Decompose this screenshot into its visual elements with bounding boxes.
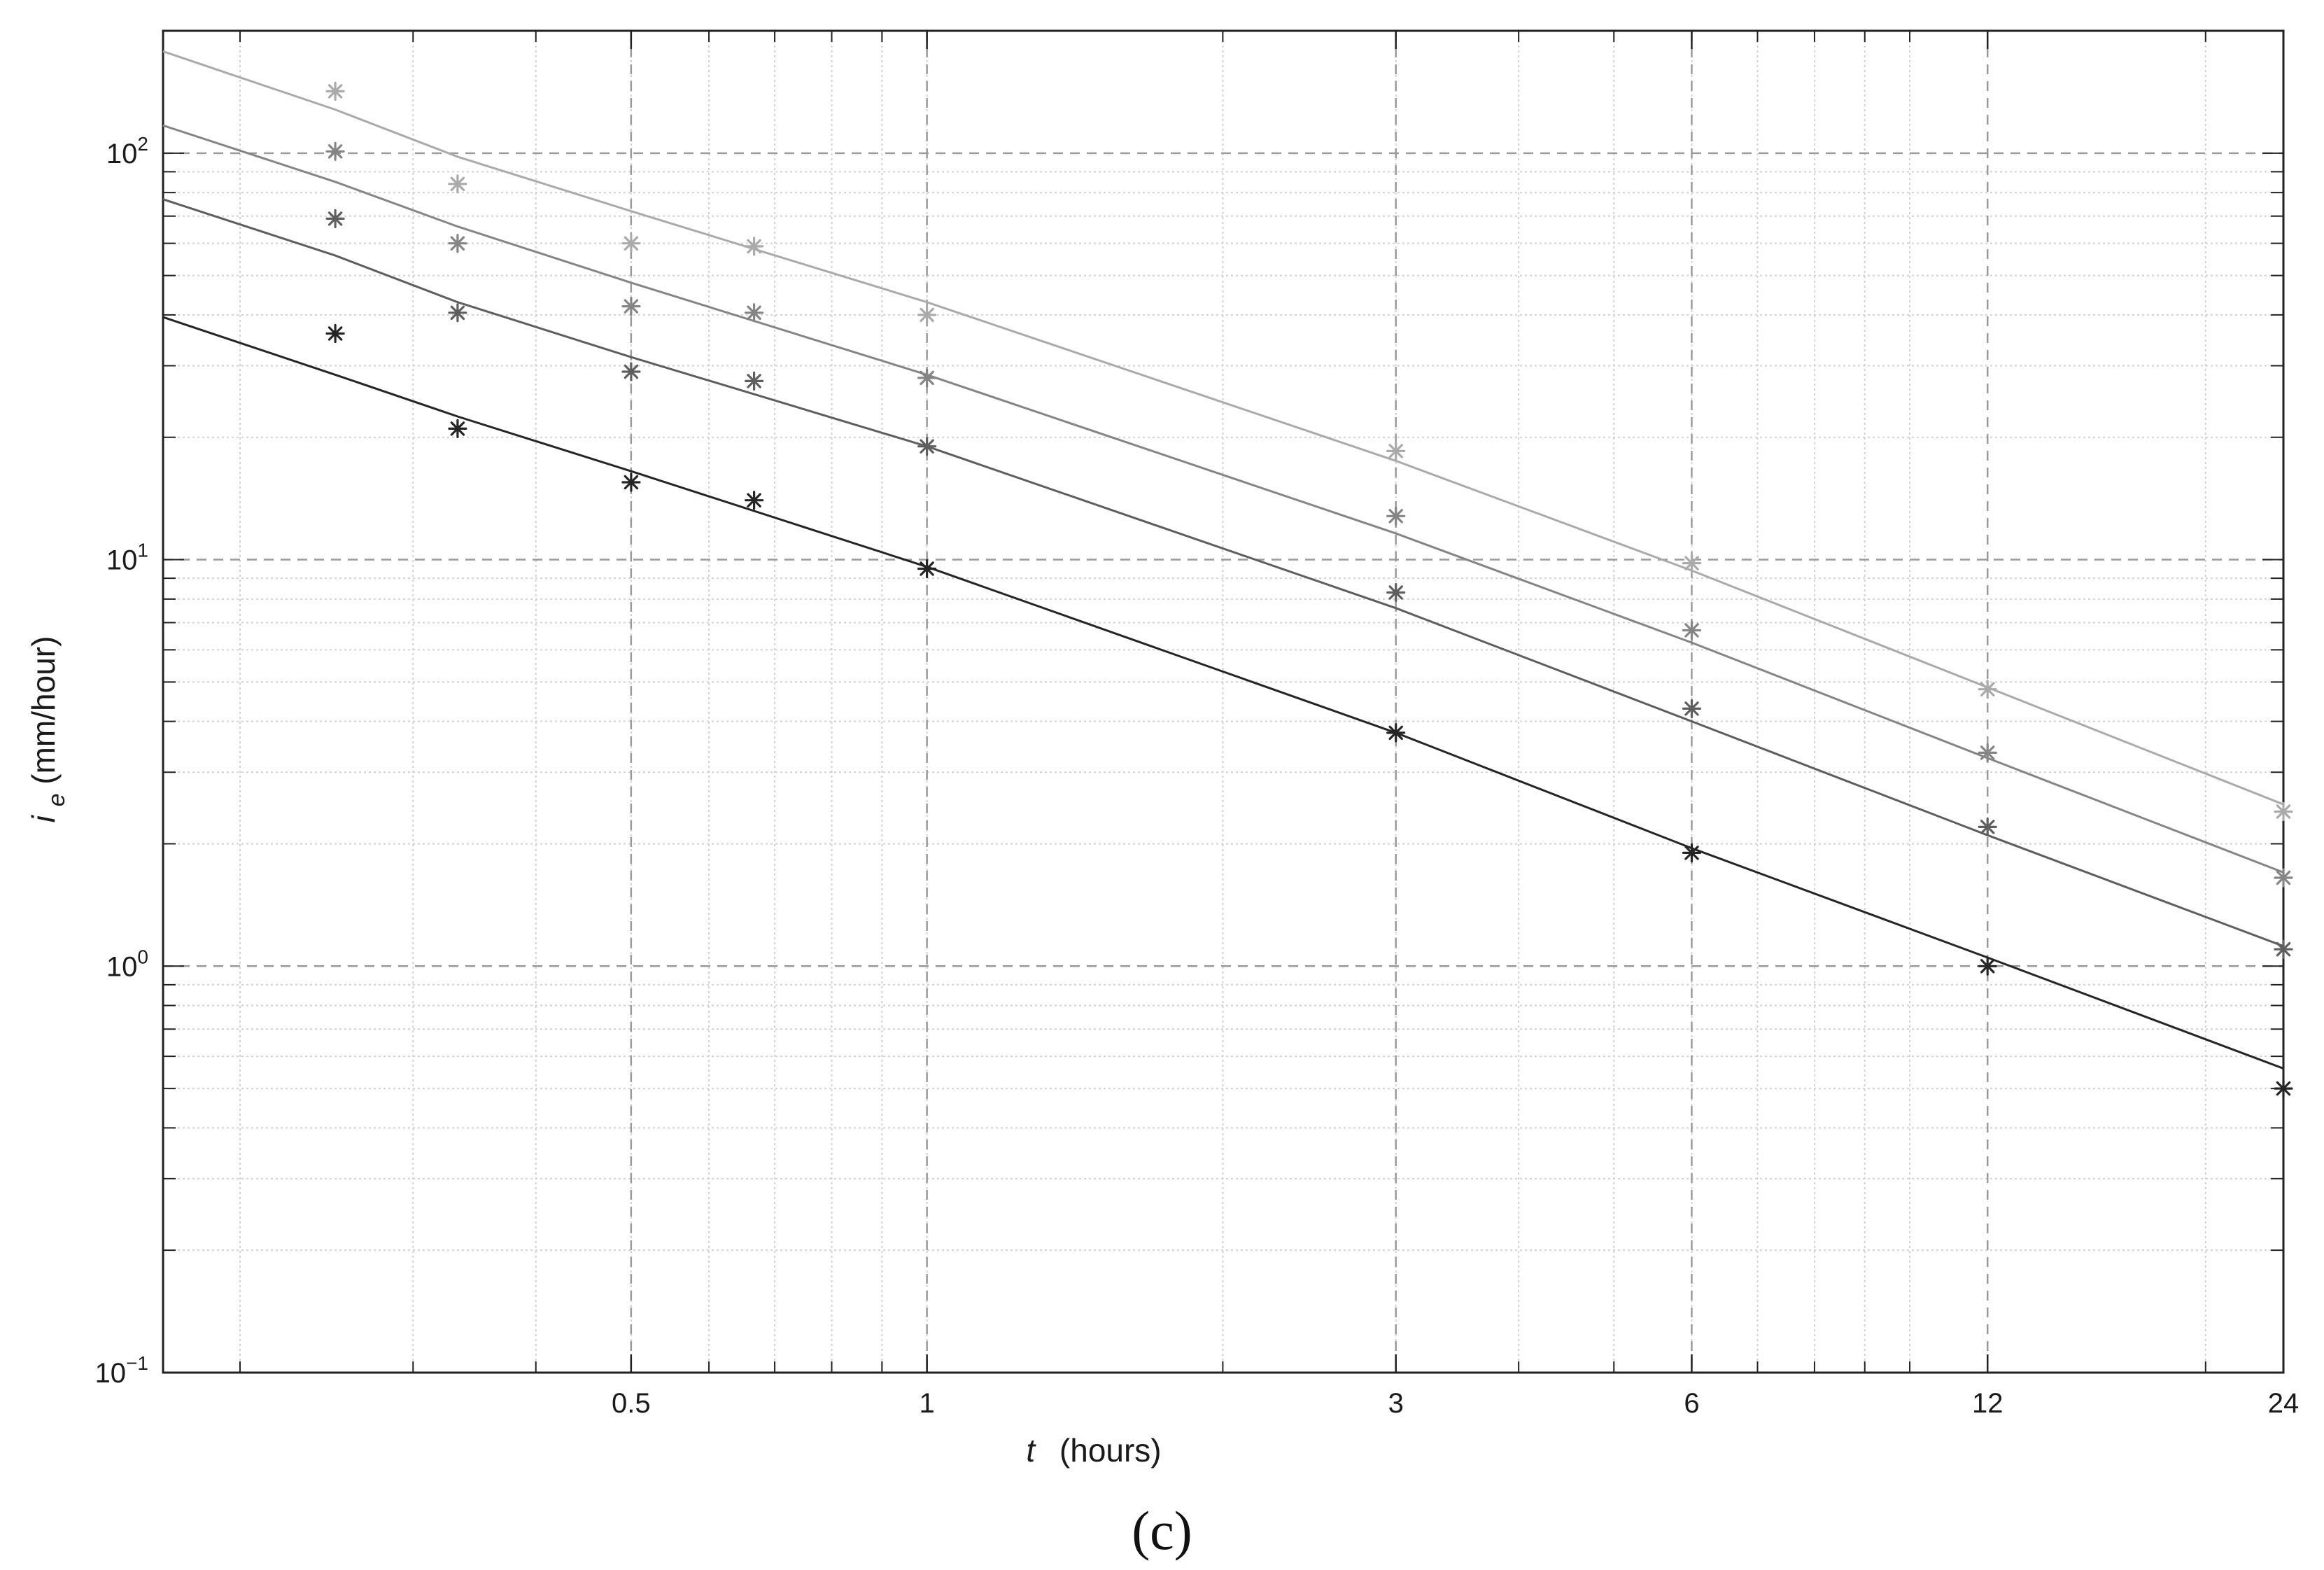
data-point-star (744, 303, 764, 323)
x-tick-label: 3 (1388, 1388, 1404, 1419)
y-axis-symbol: i (25, 814, 62, 822)
y-tick-base: 10 (106, 139, 138, 169)
data-point-star (744, 371, 764, 391)
data-point-star (325, 81, 345, 101)
data-point-star (1386, 441, 1406, 461)
x-tick-label: 12 (1972, 1388, 2003, 1419)
data-point-star (1682, 553, 1702, 573)
grid-layer (163, 31, 2283, 1373)
series-layer (162, 50, 2293, 1098)
data-point-star (621, 297, 641, 316)
data-point-star (1386, 723, 1406, 743)
data-point-star (2274, 1079, 2293, 1098)
data-point-star (448, 419, 467, 439)
y-tick-base: 10 (106, 545, 138, 576)
x-axis-title: t (hours) (1026, 1432, 1161, 1469)
data-point-star (448, 174, 467, 194)
y-tick-label: 10−1 (95, 1352, 148, 1389)
y-tick-label: 102 (106, 133, 148, 169)
y-axis-subscript: e (43, 793, 70, 806)
data-point-star (2274, 939, 2293, 959)
y-tick-exponent: 1 (137, 540, 148, 561)
series-2 (162, 124, 2293, 888)
data-point-star (917, 559, 937, 579)
data-point-star (917, 437, 937, 456)
data-point-star (1386, 506, 1406, 526)
data-point-star (1682, 699, 1702, 719)
data-point-star (1978, 956, 1997, 976)
data-point-star (744, 237, 764, 256)
y-tick-exponent: 2 (137, 133, 148, 155)
plot-frame (162, 29, 2285, 1374)
data-point-star (1978, 680, 1997, 699)
data-point-star (325, 141, 345, 161)
y-tick-label: 100 (106, 946, 148, 982)
data-point-star (1978, 817, 1997, 837)
data-point-star (448, 303, 467, 323)
y-axis-title: i e (mm/hour) (25, 636, 71, 823)
data-point-star (917, 305, 937, 325)
series-curve (162, 50, 2284, 806)
y-tick-label: 101 (106, 540, 148, 576)
series-1 (162, 50, 2293, 822)
data-point-star (2274, 801, 2293, 822)
data-point-star (1682, 843, 1702, 863)
data-point-star (621, 234, 641, 253)
y-tick-base: 10 (106, 951, 138, 982)
data-point-star (621, 362, 641, 381)
x-tick-label: 0.5 (612, 1388, 651, 1419)
axis-titles: t (hours) i e (mm/hour) (25, 636, 1162, 1469)
data-point-star (1978, 743, 1997, 763)
y-axis-unit: (mm/hour) (25, 636, 62, 785)
data-point-star (621, 472, 641, 492)
data-point-star (448, 234, 467, 253)
panel-label: (c) (1132, 1500, 1192, 1561)
x-axis-unit: (hours) (1059, 1432, 1162, 1469)
data-point-star (917, 368, 937, 388)
x-tick-label: 6 (1684, 1388, 1699, 1419)
series-3 (162, 198, 2293, 959)
y-tick-base: 10 (95, 1358, 127, 1389)
data-point-star (325, 209, 345, 228)
y-tick-exponent: −1 (126, 1352, 148, 1374)
data-point-star (1386, 582, 1406, 603)
x-axis-symbol: t (1026, 1432, 1036, 1469)
x-tick-label: 24 (2268, 1388, 2300, 1419)
x-tick-label: 1 (919, 1388, 934, 1419)
series-4 (162, 316, 2293, 1098)
data-point-star (2274, 868, 2293, 888)
data-point-star (325, 323, 345, 344)
data-point-star (1682, 620, 1702, 640)
data-point-star (744, 491, 764, 510)
y-tick-exponent: 0 (137, 946, 148, 967)
